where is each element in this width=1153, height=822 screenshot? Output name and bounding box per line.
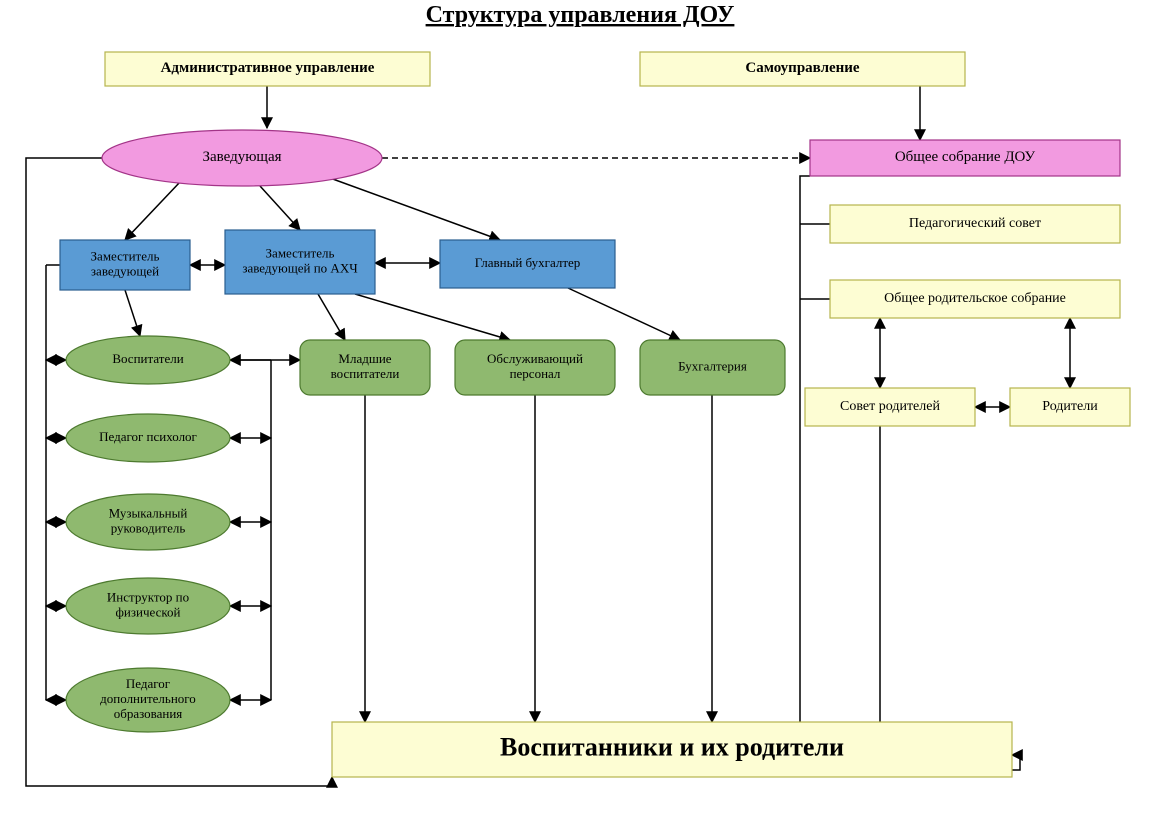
edge <box>355 294 510 340</box>
node-label: Педагогический совет <box>909 216 1041 231</box>
node-label: Педагог психолог <box>99 429 197 444</box>
edge <box>125 290 140 336</box>
node-label: Общее родительское собрание <box>884 291 1066 306</box>
node-label: Воспитанники и их родители <box>500 732 844 761</box>
node-label: Самоуправление <box>745 60 860 76</box>
node-label: Заместительзаведующей <box>91 249 160 279</box>
node-label: Административное управление <box>161 60 375 76</box>
org-chart: Структура управления ДОУ Административное… <box>0 0 1153 822</box>
node-label: Музыкальныйруководитель <box>109 506 188 536</box>
node-label: Родители <box>1042 399 1098 414</box>
node-label: Воспитатели <box>112 351 183 366</box>
title: Структура управления ДОУ <box>426 2 735 28</box>
edge <box>318 294 345 340</box>
node-label: Главный бухгалтер <box>475 255 581 270</box>
node-label: Инструктор пофизической <box>107 590 189 620</box>
edge <box>260 186 300 230</box>
edge <box>800 176 1020 770</box>
node-label: Совет родителей <box>840 399 940 414</box>
edge <box>568 288 680 340</box>
node-label: Бухгалтерия <box>678 358 747 373</box>
node-label: Общее собрание ДОУ <box>895 149 1036 165</box>
node-label: Младшиевоспитатели <box>331 351 400 381</box>
node-label: Заведующая <box>202 149 281 165</box>
edge <box>125 182 180 240</box>
